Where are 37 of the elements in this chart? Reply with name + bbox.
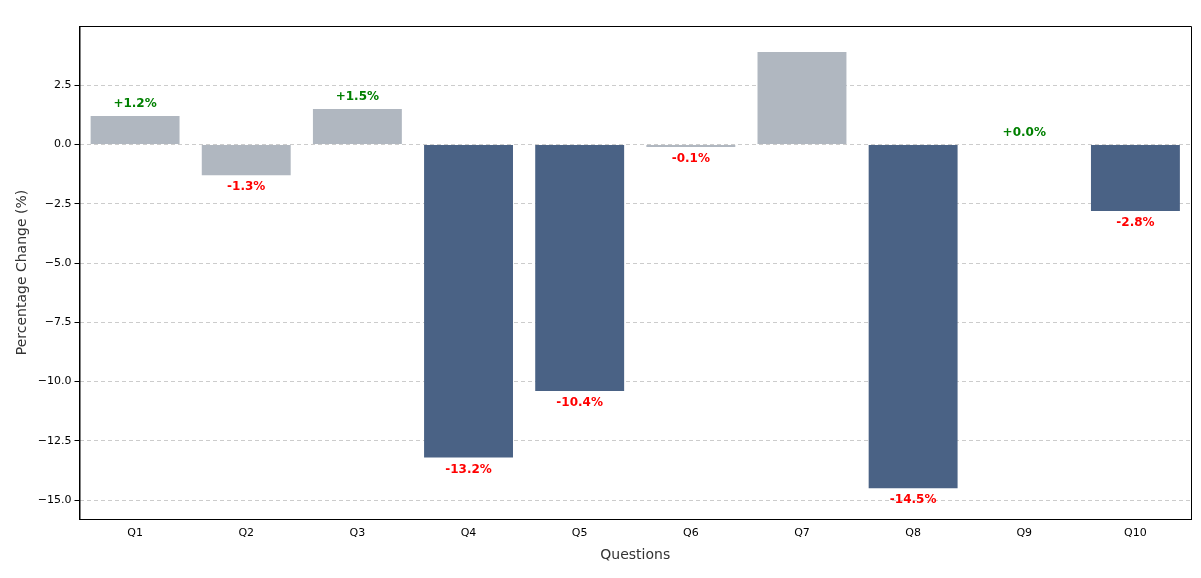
- x-tick-label: Q9: [1016, 526, 1033, 540]
- y-tick-label: 2.5: [54, 78, 72, 92]
- data-label: -10.4%: [556, 395, 603, 410]
- bar: [757, 52, 847, 145]
- x-tick-label: Q5: [571, 526, 588, 540]
- bar: [868, 145, 958, 489]
- bar: [201, 145, 291, 176]
- data-label: -1.3%: [227, 179, 266, 194]
- y-tick-label: −15.0: [37, 492, 72, 506]
- data-label: -2.8%: [1116, 215, 1155, 229]
- y-tick-label: −7.5: [44, 315, 72, 329]
- data-label: +0.0%: [1002, 124, 1046, 139]
- x-tick-label: Q8: [905, 526, 921, 540]
- data-label: +1.2%: [113, 96, 157, 111]
- data-label: -14.5%: [889, 492, 937, 507]
- x-tick-label: Q6: [682, 526, 699, 540]
- x-tick-label: Q1: [127, 526, 143, 540]
- y-tick-label: −12.5: [37, 433, 72, 447]
- bar: [1090, 145, 1180, 211]
- x-tick-label: Q3: [349, 526, 366, 540]
- y-tick-label: 0.0: [54, 137, 72, 151]
- data-label: -13.2%: [445, 461, 492, 476]
- data-label: -0.1%: [671, 151, 710, 165]
- x-tick-label: Q2: [238, 526, 255, 540]
- bar: [90, 116, 180, 145]
- x-axis-title: Questions: [600, 546, 671, 563]
- bar: [424, 145, 513, 458]
- x-tick-label: Q10: [1124, 526, 1147, 540]
- bar: [312, 108, 402, 145]
- x-tick-label: Q7: [794, 526, 810, 540]
- x-tick-label: Q4: [460, 526, 477, 540]
- data-label: +1.5%: [335, 89, 380, 104]
- y-tick-label: −2.5: [44, 196, 72, 210]
- bar: [535, 145, 625, 392]
- y-tick-label: −5.0: [44, 255, 72, 269]
- y-axis-title: Percentage Change (%): [13, 189, 30, 356]
- y-tick-label: −10.0: [37, 374, 72, 388]
